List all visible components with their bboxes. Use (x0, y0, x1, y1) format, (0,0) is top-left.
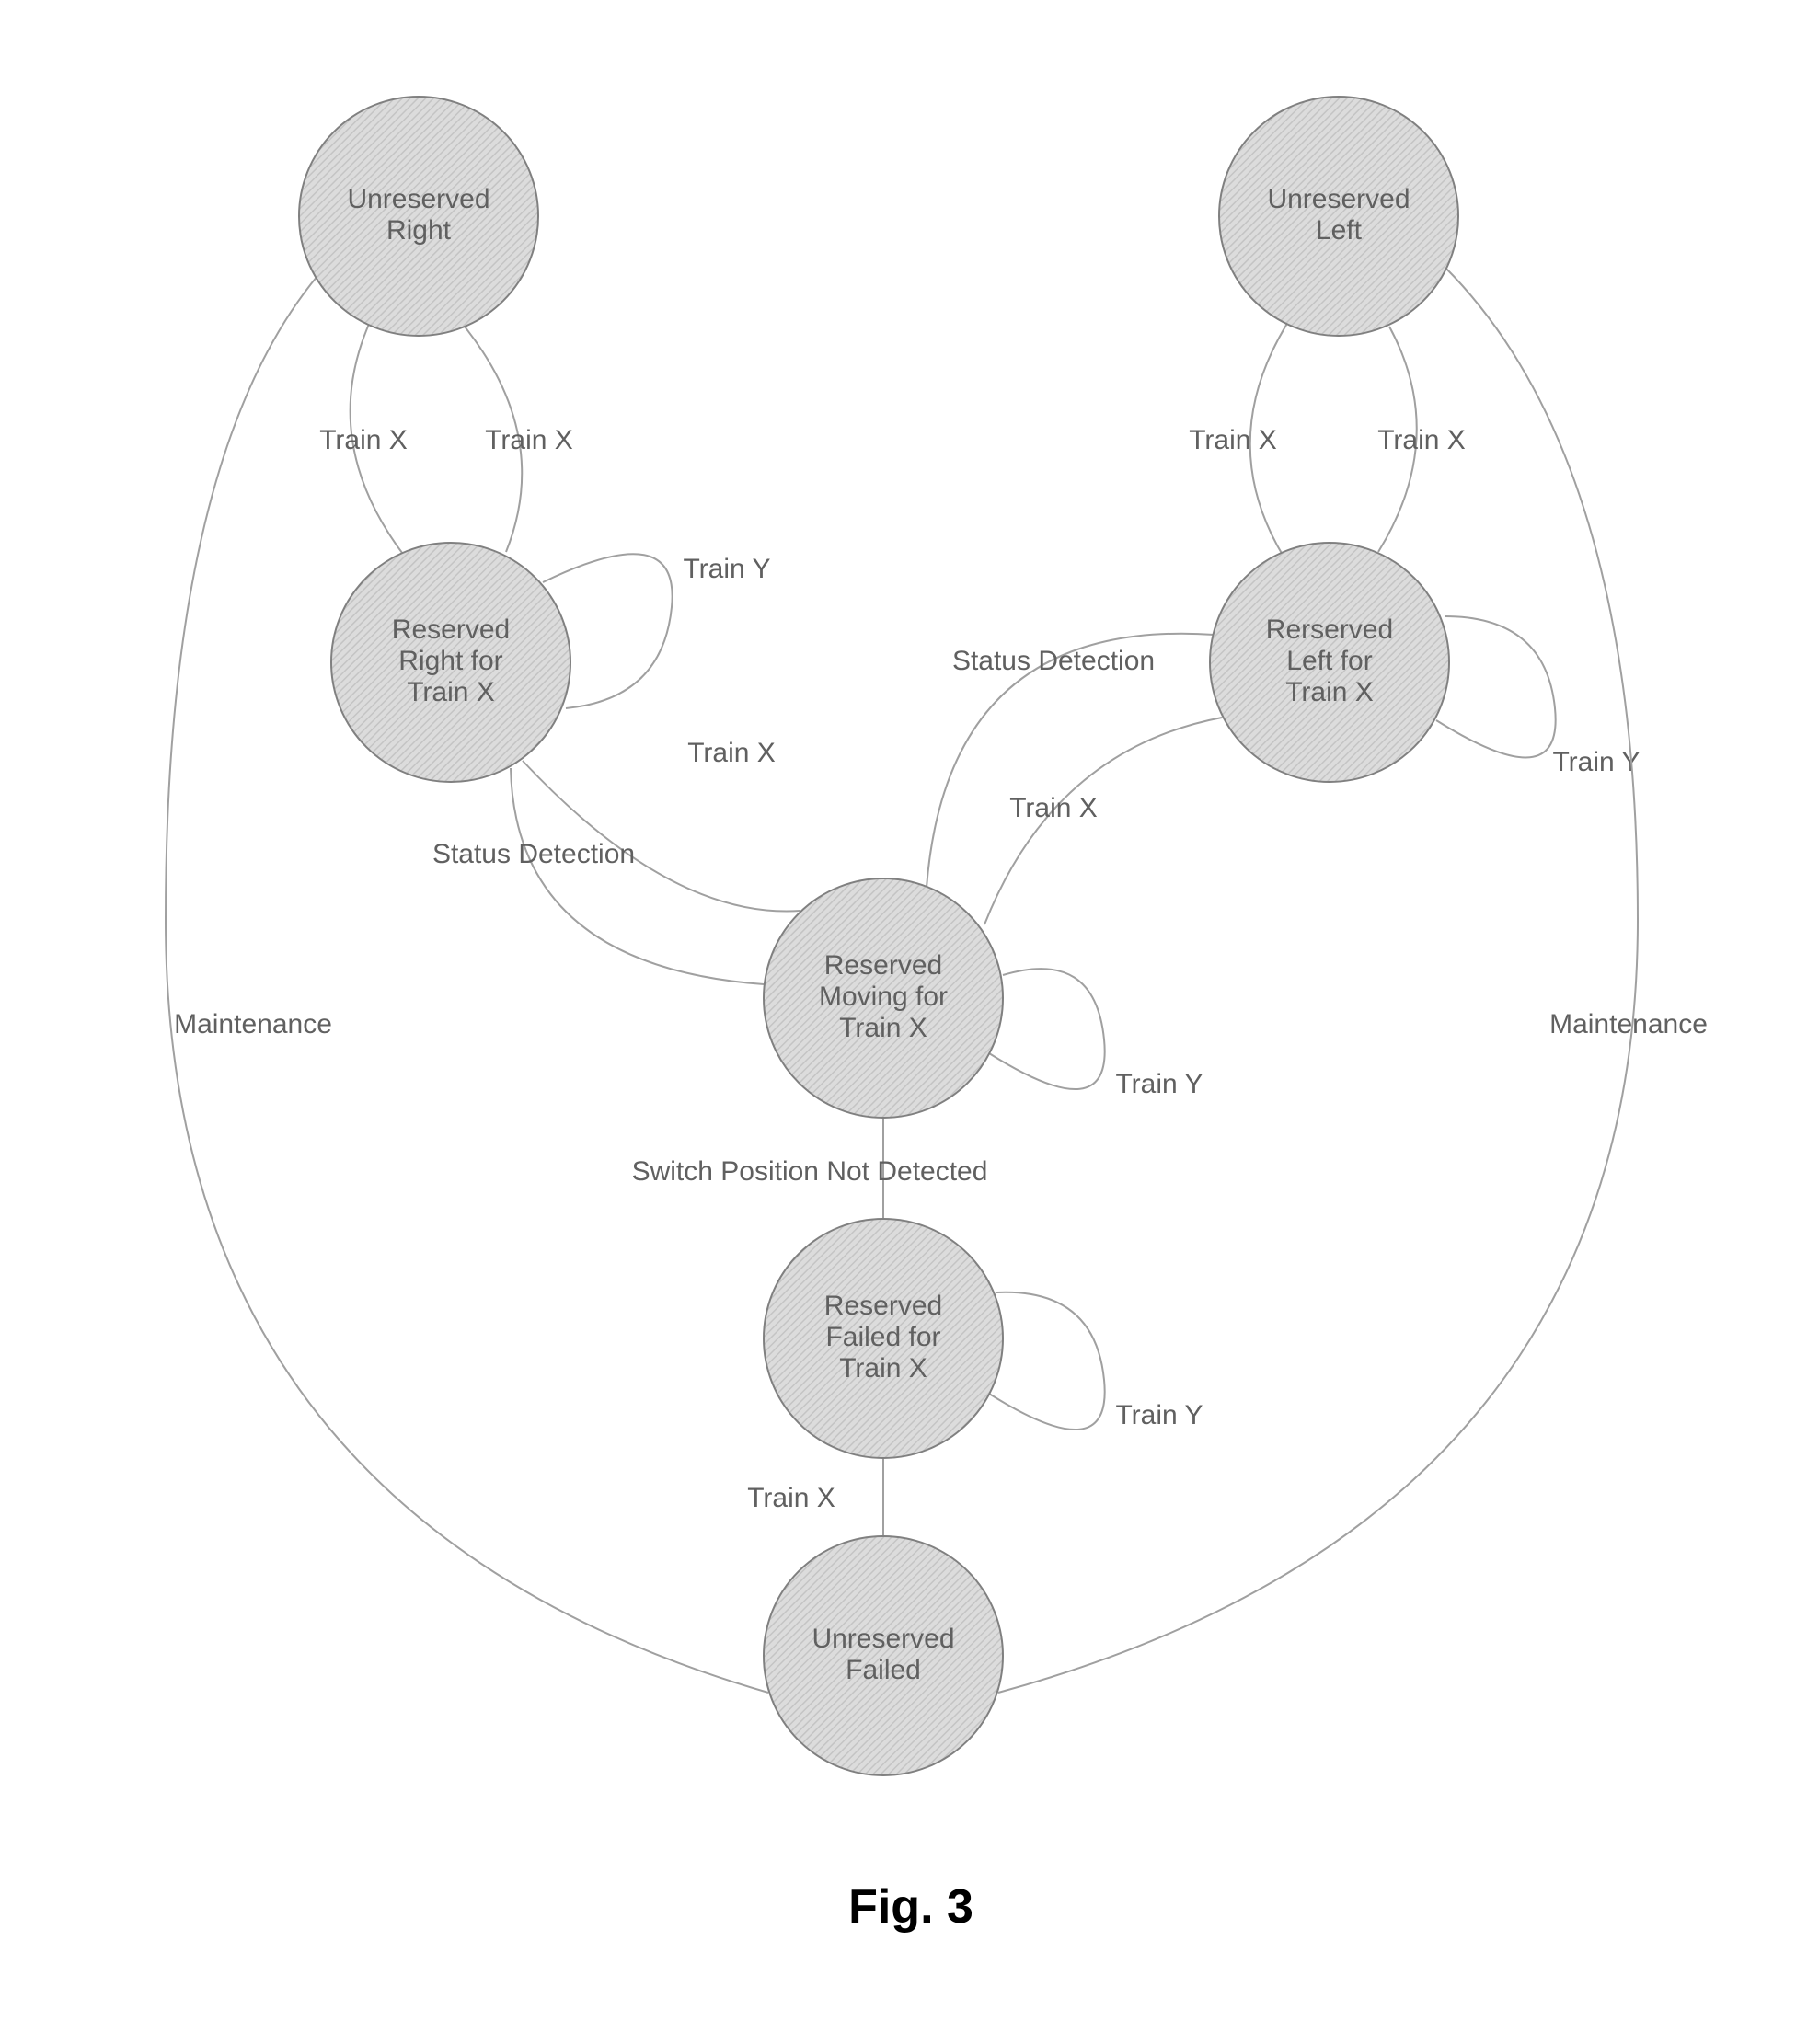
edge-label: Train X (687, 738, 776, 768)
node-label-line: Unreserved (347, 184, 489, 214)
edge-label: Status Detection (432, 839, 635, 869)
edge-label: Train Y (1115, 1400, 1203, 1430)
node-label-line: Failed for (825, 1322, 940, 1352)
edge-label: Train X (747, 1483, 835, 1513)
node-label-line: Failed (846, 1655, 921, 1685)
edge-label: Maintenance (174, 1009, 332, 1039)
edge-reserved-right-to-reserved-moving (523, 761, 800, 912)
nodes-group: UnreservedRightUnreservedLeftReservedRig… (299, 97, 1458, 1775)
edge-label: Train Y (1115, 1069, 1203, 1099)
node-label-line: Reserved (392, 614, 510, 645)
node-reserved-failed: ReservedFailed forTrain X (764, 1219, 1003, 1458)
node-label: ReservedFailed forTrain X (824, 1291, 942, 1384)
node-reserved-left: RerservedLeft forTrain X (1210, 543, 1449, 782)
node-label-line: Moving for (819, 982, 948, 1012)
node-label-line: Left for (1286, 646, 1372, 676)
edge-label: Train X (1189, 425, 1277, 455)
edge-unreserved-failed-to-unreserved-right (166, 276, 768, 1693)
edge-label: Maintenance (1549, 1009, 1708, 1039)
node-unreserved-left: UnreservedLeft (1219, 97, 1458, 336)
node-label-line: Train X (1285, 677, 1374, 707)
node-reserved-moving: ReservedMoving forTrain X (764, 878, 1003, 1118)
edge-label: Train Y (1552, 747, 1640, 777)
edge-reserved-moving-to-reserved-moving (989, 969, 1105, 1089)
edge-label: Switch Position Not Detected (632, 1156, 988, 1187)
node-unreserved-failed: UnreservedFailed (764, 1536, 1003, 1775)
edge-label: Train X (485, 425, 573, 455)
state-diagram: Train X Train X Train Y Train X Status Detec… (0, 0, 1819, 2044)
edge-reserved-left-to-reserved-left (1436, 616, 1556, 757)
figure-label: Fig. 3 (848, 1880, 973, 1934)
edge-reserved-moving-to-reserved-right (511, 768, 764, 984)
node-label-line: Reserved (824, 1291, 942, 1321)
edge-label: Status Detection (952, 646, 1155, 676)
edge-label: Train Y (683, 554, 770, 584)
node-label-line: Train X (839, 1353, 927, 1384)
node-label-line: Left (1316, 215, 1363, 246)
edge-label: Train X (1377, 425, 1466, 455)
node-label-line: Unreserved (812, 1624, 954, 1654)
node-label-line: Rerserved (1266, 614, 1393, 645)
node-label-line: Train X (839, 1013, 927, 1043)
node-reserved-right: ReservedRight forTrain X (331, 543, 570, 782)
node-label-line: Right for (398, 646, 502, 676)
node-label-line: Unreserved (1267, 184, 1410, 214)
edge-label: Train X (319, 425, 408, 455)
node-label-line: Right (386, 215, 452, 246)
node-label-line: Reserved (824, 950, 942, 981)
edge-reserved-failed-to-reserved-failed (989, 1292, 1105, 1430)
node-unreserved-right: UnreservedRight (299, 97, 538, 336)
edge-unreserved-failed-to-unreserved-left (998, 267, 1638, 1693)
node-label-line: Train X (407, 677, 495, 707)
edge-label: Train X (1009, 793, 1098, 823)
node-label: ReservedRight forTrain X (392, 614, 510, 707)
